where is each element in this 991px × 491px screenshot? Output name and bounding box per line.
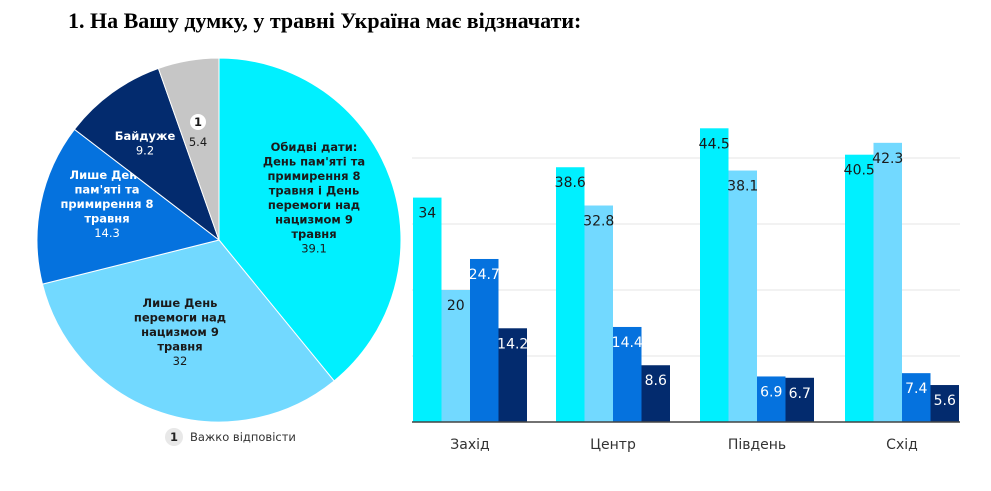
bar-value-label: 8.6 [645, 373, 667, 389]
pie-value: 32 [173, 354, 188, 368]
pie-label: 1 [194, 115, 202, 129]
pie-label: травня і День [269, 184, 359, 198]
legend-text: Важко відповісти [190, 430, 296, 444]
pie-label: нацизмом 9 [141, 325, 219, 339]
legend-marker-label: 1 [170, 430, 178, 444]
page-title: 1. На Вашу думку, у травні Україна має в… [68, 8, 582, 33]
pie-label: Лише День [143, 296, 218, 310]
category-label: Схід [886, 437, 918, 453]
pie-label: примирення 8 [267, 169, 360, 183]
bar-value-label: 38.6 [555, 175, 586, 191]
pie-label: пам'яті та [74, 183, 139, 197]
bar [556, 167, 585, 422]
bar [441, 290, 470, 422]
bar-value-label: 32.8 [583, 214, 614, 230]
bar-value-label: 34 [418, 206, 436, 222]
pie-label: Лише День [70, 168, 145, 182]
pie-label: травня [291, 227, 336, 241]
pie-label: День пам'яті та [263, 155, 365, 169]
pie-slice [73, 67, 221, 242]
pie-label: перемоги над [134, 311, 226, 325]
bar [757, 376, 786, 422]
pie-value: 9.2 [136, 144, 154, 158]
bar [498, 328, 527, 422]
bar [845, 154, 874, 422]
bar-value-label: 24.7 [469, 267, 500, 283]
legend-marker [165, 428, 183, 446]
pie-label: примирення 8 [60, 197, 153, 211]
category-label: Захід [450, 437, 489, 453]
bar [413, 197, 442, 422]
pie-label: перемоги над [268, 198, 360, 212]
pie-label: нацизмом 9 [275, 213, 353, 227]
bar [584, 205, 613, 422]
pie-slice [36, 128, 221, 285]
bar [700, 128, 729, 423]
pie-slice [41, 239, 335, 423]
pie-slice [218, 57, 402, 382]
bar-value-label: 20 [447, 298, 465, 314]
category-label: Південь [728, 437, 786, 453]
bar [470, 258, 499, 422]
bar-value-label: 6.9 [760, 384, 782, 400]
bar [873, 142, 902, 422]
pie-label: травня [84, 212, 129, 226]
pie-slice [157, 57, 220, 241]
bar-value-label: 7.4 [905, 381, 927, 397]
bar-value-label: 6.7 [789, 386, 811, 402]
bar-value-label: 38.1 [727, 179, 758, 195]
pie-value: 14.3 [94, 226, 120, 240]
bar [728, 170, 757, 422]
bar [902, 373, 931, 422]
pie-label: Обидві дати: [271, 140, 358, 154]
bar [641, 365, 670, 422]
category-label: Центр [590, 437, 636, 453]
bar-value-label: 5.6 [934, 393, 956, 409]
bar [930, 385, 959, 422]
bar-value-label: 42.3 [872, 151, 903, 167]
pie-value: 39.1 [301, 242, 327, 256]
pie-marker [190, 114, 206, 130]
bar-value-label: 14.2 [497, 336, 528, 352]
bar [785, 377, 814, 422]
pie-label: травня [157, 340, 202, 354]
bar-value-label: 40.5 [844, 163, 875, 179]
pie-value: 5.4 [189, 135, 207, 149]
bar-value-label: 44.5 [699, 136, 730, 152]
bar [613, 326, 642, 422]
pie-label: Байдуже [115, 129, 176, 143]
bar-value-label: 14.4 [612, 335, 643, 351]
